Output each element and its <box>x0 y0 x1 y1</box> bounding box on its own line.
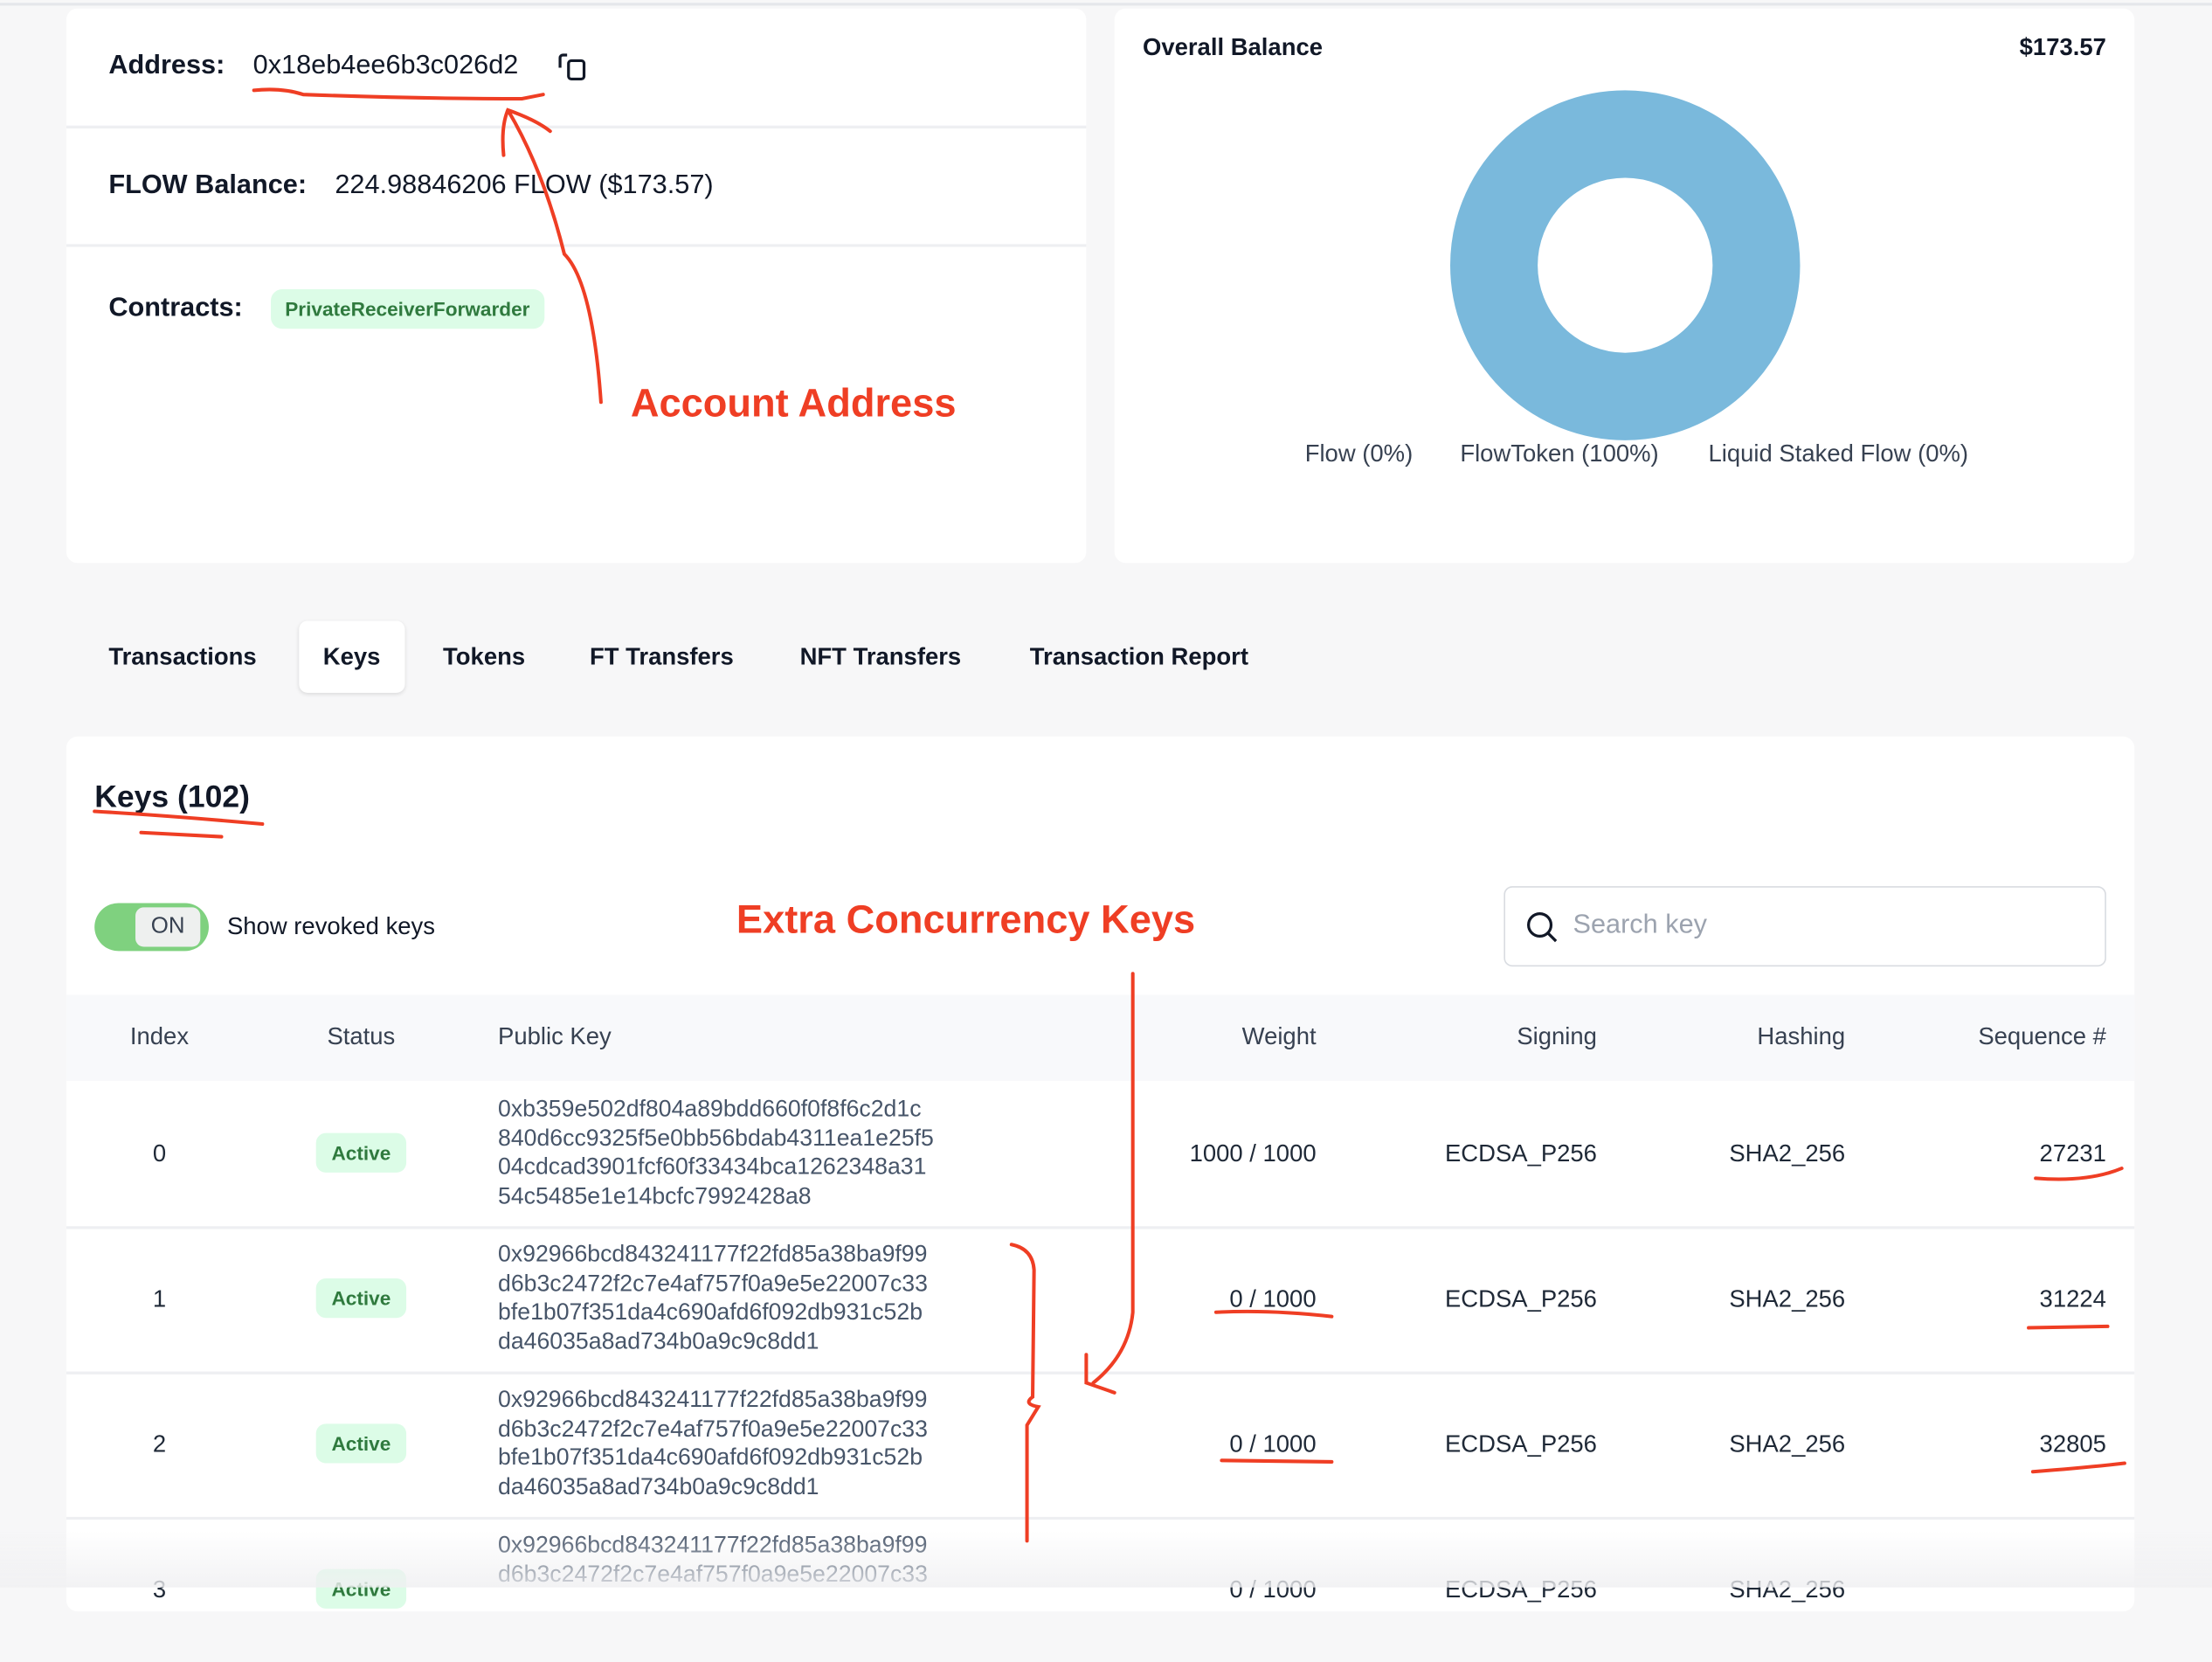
col-sequence[interactable]: Sequence # <box>1978 1022 2106 1050</box>
overall-balance-total: $173.57 <box>2019 33 2106 61</box>
toggle-state: ON <box>150 914 185 938</box>
toggle-label: Show revoked keys <box>226 912 436 940</box>
account-card: Address: 0x18eb4ee6b3c026d2 FLOW Balance… <box>66 8 1087 564</box>
tab-keys[interactable]: Keys <box>299 620 404 693</box>
address-row: Address: 0x18eb4ee6b3c026d2 <box>66 37 1087 96</box>
divider <box>66 125 1087 128</box>
address-value[interactable]: 0x18eb4ee6b3c026d2 <box>252 51 519 81</box>
col-signing[interactable]: Signing <box>1517 1022 1597 1050</box>
address-label: Address: <box>108 51 225 81</box>
key-sequence: 32805 <box>2039 1430 2106 1458</box>
public-key-line: bfe1b07f351da4c690afd6f092db931c52b <box>498 1444 923 1471</box>
key-signing: ECDSA_P256 <box>1444 1285 1597 1312</box>
public-key-line: da46035a8ad734b0a9c9c8dd1 <box>498 1473 819 1499</box>
key-sequence: 31224 <box>2039 1285 2106 1312</box>
key-weight: 1000 / 1000 <box>1189 1139 1317 1167</box>
bottom-fade <box>0 1531 2212 1588</box>
col-weight[interactable]: Weight <box>1241 1022 1317 1050</box>
status-badge: Active <box>315 1278 407 1318</box>
tab-transaction-report[interactable]: Transaction Report <box>1029 643 1248 671</box>
public-key-line: 54c5485e1e14bcfc7992428a8 <box>498 1183 812 1209</box>
col-hashing[interactable]: Hashing <box>1757 1022 1846 1050</box>
public-key-line: d6b3c2472f2c7e4af757f0a9e5e22007c33 <box>498 1416 928 1442</box>
public-key[interactable]: 0x92966bcd843241177f22fd85a38ba9f99 d6b3c… <box>498 1386 928 1501</box>
annotation-account-address: Account Address <box>630 380 957 426</box>
col-status[interactable]: Status <box>327 1022 396 1050</box>
top-border <box>0 3 2212 6</box>
row-divider <box>66 1516 2135 1520</box>
public-key-line: 840d6cc9325f5e0bb56bdab4311ea1e25f5 <box>498 1125 934 1151</box>
overall-balance-title: Overall Balance <box>1142 33 1324 61</box>
tab-nft-transfers[interactable]: NFT Transfers <box>799 643 962 671</box>
balance-row: FLOW Balance: 224.98846206 FLOW ($173.57… <box>66 156 1087 216</box>
public-key-line: d6b3c2472f2c7e4af757f0a9e5e22007c33 <box>498 1271 928 1297</box>
toggle-knob: ON <box>135 907 201 947</box>
key-hashing: SHA2_256 <box>1729 1430 1846 1458</box>
legend-flow[interactable]: Flow (0%) <box>1304 440 1414 467</box>
col-public-key[interactable]: Public Key <box>498 1022 612 1050</box>
public-key-line: 0x92966bcd843241177f22fd85a38ba9f99 <box>498 1242 928 1268</box>
legend-liquid-staked-flow[interactable]: Liquid Staked Flow (0%) <box>1708 440 1969 467</box>
show-revoked-toggle[interactable]: ON <box>94 903 209 952</box>
search-icon <box>1527 911 1558 943</box>
annotation-extra-concurrency-keys: Extra Concurrency Keys <box>736 897 1196 942</box>
public-key-line: 04cdcad3901fcf60f33434bca1262348a31 <box>498 1153 927 1180</box>
tab-tokens[interactable]: Tokens <box>443 643 526 671</box>
key-hashing: SHA2_256 <box>1729 1139 1846 1167</box>
public-key-line: bfe1b07f351da4c690afd6f092db931c52b <box>498 1299 923 1326</box>
keys-title: Keys (102) <box>94 779 250 814</box>
public-key[interactable]: 0xb359e502df804a89bdd660f0f8f6c2d1c 840d6… <box>498 1095 934 1210</box>
divider <box>66 244 1087 247</box>
key-hashing: SHA2_256 <box>1729 1285 1846 1312</box>
key-index: 0 <box>152 1139 167 1167</box>
legend-flowtoken[interactable]: FlowToken (100%) <box>1460 440 1659 467</box>
search-key-input[interactable]: Search key <box>1503 886 2106 967</box>
public-key-line: 0x92966bcd843241177f22fd85a38ba9f99 <box>498 1387 928 1413</box>
contract-badge[interactable]: PrivateReceiverForwarder <box>271 289 544 329</box>
key-sequence: 27231 <box>2039 1139 2106 1167</box>
public-key-line: da46035a8ad734b0a9c9c8dd1 <box>498 1328 819 1354</box>
row-divider <box>66 1371 2135 1375</box>
donut-slice-flowtoken[interactable] <box>1450 90 1801 440</box>
tab-transactions[interactable]: Transactions <box>108 643 257 671</box>
balance-label: FLOW Balance: <box>108 170 308 201</box>
copy-icon[interactable] <box>558 51 590 82</box>
public-key[interactable]: 0x92966bcd843241177f22fd85a38ba9f99 d6b3c… <box>498 1240 928 1355</box>
search-placeholder: Search key <box>1573 910 1707 940</box>
tab-ft-transfers[interactable]: FT Transfers <box>589 643 734 671</box>
contracts-row: Contracts: PrivateReceiverForwarder <box>66 280 1087 339</box>
overall-balance-card: Overall Balance $173.57 Flow (0%) FlowTo… <box>1114 8 2135 564</box>
key-index: 1 <box>152 1285 167 1312</box>
key-weight: 0 / 1000 <box>1229 1430 1317 1458</box>
public-key-line: 0xb359e502df804a89bdd660f0f8f6c2d1c <box>498 1096 922 1122</box>
contracts-label: Contracts: <box>108 293 243 323</box>
row-divider <box>66 1226 2135 1229</box>
key-index: 2 <box>152 1430 167 1458</box>
status-badge: Active <box>315 1132 407 1173</box>
balance-value: 224.98846206 FLOW ($173.57) <box>335 170 714 201</box>
col-index[interactable]: Index <box>129 1022 190 1050</box>
key-weight: 0 / 1000 <box>1229 1285 1317 1312</box>
status-badge: Active <box>315 1423 407 1463</box>
page: Address: 0x18eb4ee6b3c026d2 FLOW Balance… <box>0 3 2212 1609</box>
key-signing: ECDSA_P256 <box>1444 1430 1597 1458</box>
key-signing: ECDSA_P256 <box>1444 1139 1597 1167</box>
donut-chart <box>1450 90 1801 440</box>
